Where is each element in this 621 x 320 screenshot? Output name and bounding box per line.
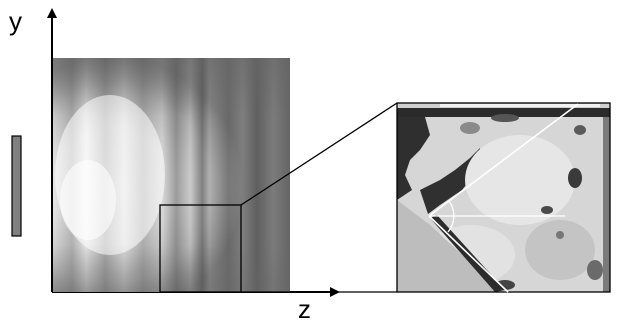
y-axis-label: y (9, 6, 22, 36)
angle-arc (447, 200, 455, 233)
zoomed-image (397, 103, 610, 292)
left-image (53, 58, 290, 292)
z-axis-label: z (298, 294, 311, 320)
zoom-connector-top (240, 102, 398, 206)
scale-bar (11, 135, 22, 237)
zoomed-image-frame (396, 102, 611, 293)
angle-annotation (428, 103, 579, 293)
annotation-line-upper (428, 103, 579, 217)
annotation-line-lower (428, 215, 509, 293)
inset-frame (159, 204, 242, 293)
